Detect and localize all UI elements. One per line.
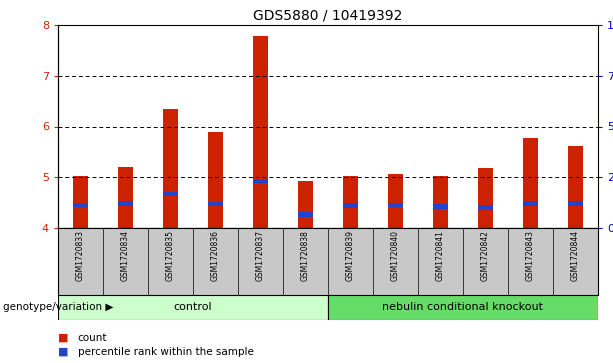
Text: ■: ■ — [58, 347, 69, 357]
Bar — [523, 138, 538, 228]
Text: GSM1720841: GSM1720841 — [436, 230, 445, 281]
Text: GSM1720836: GSM1720836 — [211, 230, 220, 281]
Bar — [208, 131, 223, 228]
Text: GSM1720844: GSM1720844 — [571, 230, 580, 281]
Text: nebulin conditional knockout: nebulin conditional knockout — [383, 302, 544, 313]
Bar — [299, 212, 313, 217]
Text: count: count — [78, 333, 107, 343]
Bar — [253, 179, 268, 183]
Text: genotype/variation ▶: genotype/variation ▶ — [3, 302, 113, 313]
Text: GSM1720838: GSM1720838 — [301, 230, 310, 281]
Bar — [164, 192, 178, 196]
Bar — [568, 201, 582, 206]
Text: ■: ■ — [58, 333, 69, 343]
Text: GSM1720834: GSM1720834 — [121, 230, 130, 281]
Text: GSM1720843: GSM1720843 — [526, 230, 535, 281]
Text: GSM1720842: GSM1720842 — [481, 230, 490, 281]
Title: GDS5880 / 10419392: GDS5880 / 10419392 — [253, 8, 403, 23]
Text: GSM1720840: GSM1720840 — [391, 230, 400, 281]
Bar — [118, 201, 132, 206]
Bar — [433, 176, 448, 228]
Text: GSM1720839: GSM1720839 — [346, 230, 355, 281]
Text: percentile rank within the sample: percentile rank within the sample — [78, 347, 254, 357]
Bar — [298, 181, 313, 228]
Bar — [387, 174, 403, 228]
FancyBboxPatch shape — [58, 295, 328, 320]
Text: control: control — [173, 302, 212, 313]
Bar — [433, 204, 447, 209]
FancyBboxPatch shape — [328, 295, 598, 320]
Bar — [478, 168, 493, 228]
Bar — [74, 203, 88, 207]
Bar — [389, 203, 403, 207]
Text: GSM1720835: GSM1720835 — [166, 230, 175, 281]
Bar — [568, 146, 584, 228]
Bar — [253, 36, 268, 228]
Bar — [72, 176, 88, 228]
Bar — [208, 202, 223, 207]
Text: GSM1720837: GSM1720837 — [256, 230, 265, 281]
Bar — [343, 203, 357, 208]
Bar — [524, 201, 538, 206]
Bar — [478, 205, 493, 210]
Bar — [162, 109, 178, 228]
Bar — [118, 167, 134, 228]
Text: GSM1720833: GSM1720833 — [76, 230, 85, 281]
Bar — [343, 176, 359, 228]
